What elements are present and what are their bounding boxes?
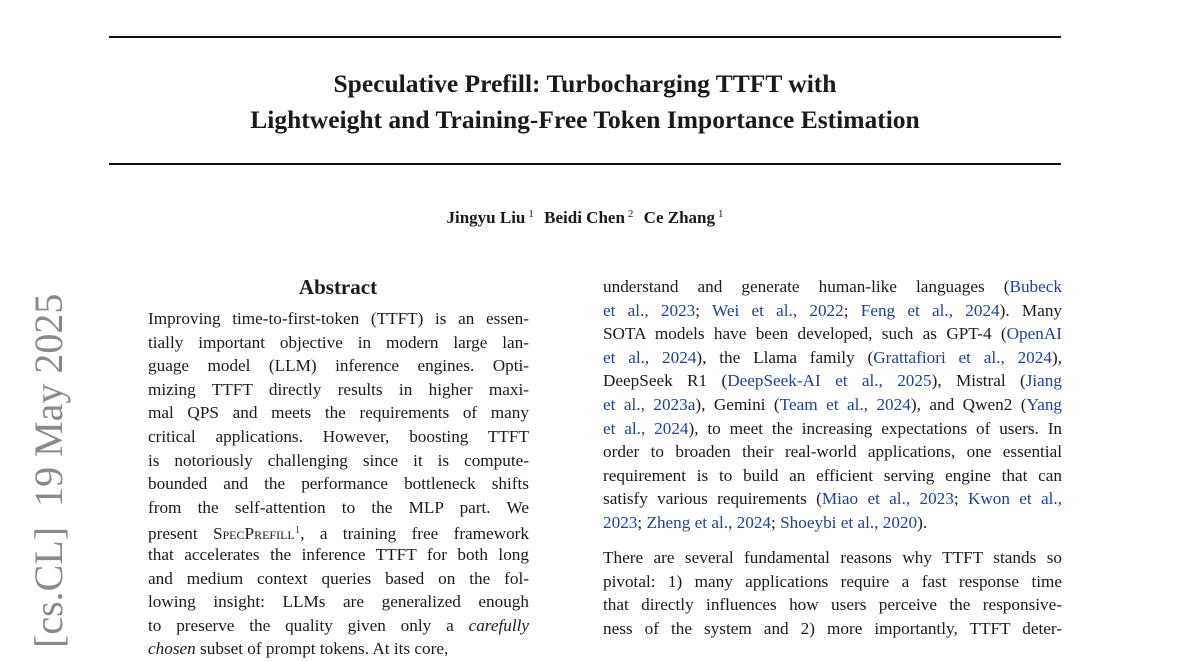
abstract-line: critical applications. However, boosting… <box>148 426 529 446</box>
author-1-affiliation: 1 <box>528 208 534 220</box>
citation-link[interactable]: et al., 2024 <box>603 347 697 367</box>
intro-paragraph-2: There are several fundamental reasons wh… <box>603 546 1062 640</box>
citation-link[interactable]: Shoeybi et al., 2020 <box>780 512 918 532</box>
intro-line: that directly influences how users perce… <box>603 595 1062 615</box>
paper-title-line-2: Lightweight and Training-Free Token Impo… <box>250 105 920 134</box>
author-3-affiliation: 1 <box>718 208 724 220</box>
author-3: Ce Zhang 1 <box>643 208 724 227</box>
intro-line: order to broaden their real-world applic… <box>603 442 1062 462</box>
abstract-line: lowing insight: LLMs are generalized eno… <box>148 592 529 612</box>
citation-link[interactable]: et al., 2023a <box>603 394 696 414</box>
abstract-line: from the self-attention to the MLP part.… <box>148 497 529 517</box>
citation-link[interactable]: et al., 2024 <box>603 418 689 438</box>
abstract-line: tially important objective in modern lar… <box>148 332 529 352</box>
intro-line: There are several fundamental reasons wh… <box>603 548 1062 567</box>
intro-line: pivotal: 1) many applications require a … <box>603 571 1062 591</box>
citation-link[interactable]: Yang <box>1026 394 1063 414</box>
citation-link[interactable]: Grattafiori et al., 2024 <box>873 347 1052 367</box>
intro-line: et al., 2023a), Gemini (Team et al., 202… <box>603 394 1063 414</box>
abstract-heading: Abstract <box>298 275 378 299</box>
author-list: Jingyu Liu 1 Beidi Chen 2 Ce Zhang 1 <box>109 208 1061 228</box>
intro-line: et al., 2024), to meet the increasing ex… <box>603 418 1063 438</box>
citation-link[interactable]: et al., 2023 <box>603 300 696 320</box>
title-bottom-rule <box>109 163 1061 165</box>
intro-line: et al., 2024), the Llama family (Grattaf… <box>603 347 1062 367</box>
citation-link[interactable]: 2023 <box>603 512 638 532</box>
intro-line: et al., 2023; Wei et al., 2022; Feng et … <box>603 300 1063 320</box>
citation-link[interactable]: Kwon et al., <box>967 489 1062 509</box>
intro-line: DeepSeek R1 (DeepSeek-AI et al., 2025), … <box>603 371 1062 391</box>
footnote-link[interactable]: 1 <box>294 524 301 537</box>
intro-line: requirement is to build an efficient ser… <box>603 465 1062 485</box>
abstract-line: is notoriously challenging since it is c… <box>148 450 529 470</box>
abstract-line-specprefill: present SpecPrefill1, a training free fr… <box>148 524 529 544</box>
citation-link[interactable]: Jiang <box>1025 371 1062 391</box>
emphasis-carefully: carefully <box>468 615 530 635</box>
intro-line: ness of the system and 2) more important… <box>603 618 1062 638</box>
citation-link[interactable]: Team et al., 2024 <box>779 394 911 414</box>
title-top-rule <box>109 36 1061 38</box>
abstract-body: Improving time-to-first-token (TTFT) is … <box>148 307 529 661</box>
abstract-line: guage model (LLM) inference engines. Opt… <box>148 356 529 376</box>
abstract-line: bounded and the performance bottleneck s… <box>148 474 529 494</box>
paper-title: Speculative Prefill: Turbocharging TTFT … <box>109 66 1061 138</box>
author-1: Jingyu Liu 1 <box>446 208 534 227</box>
author-2: Beidi Chen 2 <box>544 208 634 227</box>
paper-title-line-1: Speculative Prefill: Turbocharging TTFT … <box>333 69 837 98</box>
author-2-affiliation: 2 <box>627 208 634 220</box>
abstract-line-carefully: to preserve the quality given only a car… <box>148 615 530 635</box>
abstract-line: that accelerates the inference TTFT for … <box>148 544 529 564</box>
abstract-line: and medium context queries based on the … <box>148 568 529 588</box>
intro-paragraph-1: understand and generate human-like langu… <box>603 275 1062 535</box>
intro-line: satisfy various requirements (Miao et al… <box>603 489 1062 509</box>
citation-link[interactable]: Feng et al., 2024 <box>860 300 1000 320</box>
citation-link[interactable]: Wei et al., 2022 <box>711 300 844 320</box>
citation-link[interactable]: Zheng et al., 2024 <box>646 512 772 532</box>
citation-link[interactable]: Bubeck <box>1009 277 1062 296</box>
abstract-line: mal QPS and meets the requirements of ma… <box>148 403 529 423</box>
citation-link[interactable]: DeepSeek-AI et al., 2025 <box>727 371 932 391</box>
abstract-line-chosen: chosen subset of prompt tokens. At its c… <box>148 639 449 659</box>
intro-line: SOTA models have been developed, such as… <box>603 324 1062 344</box>
abstract-line: Improving time-to-first-token (TTFT) is … <box>148 309 529 328</box>
emphasis-chosen: chosen <box>148 639 196 659</box>
intro-line: understand and generate human-like langu… <box>603 277 1062 296</box>
abstract-line: mizing TTFT directly results in higher m… <box>148 379 529 399</box>
specprefill-name: SpecPrefill <box>212 524 295 544</box>
citation-link[interactable]: OpenAI <box>1006 324 1062 344</box>
arxiv-identifier-stamp: [cs.CL] 19 May 2025 <box>26 293 71 648</box>
intro-line: 2023; Zheng et al., 2024; Shoeybi et al.… <box>603 512 928 532</box>
citation-link[interactable]: Miao et al., 2023 <box>821 489 954 509</box>
